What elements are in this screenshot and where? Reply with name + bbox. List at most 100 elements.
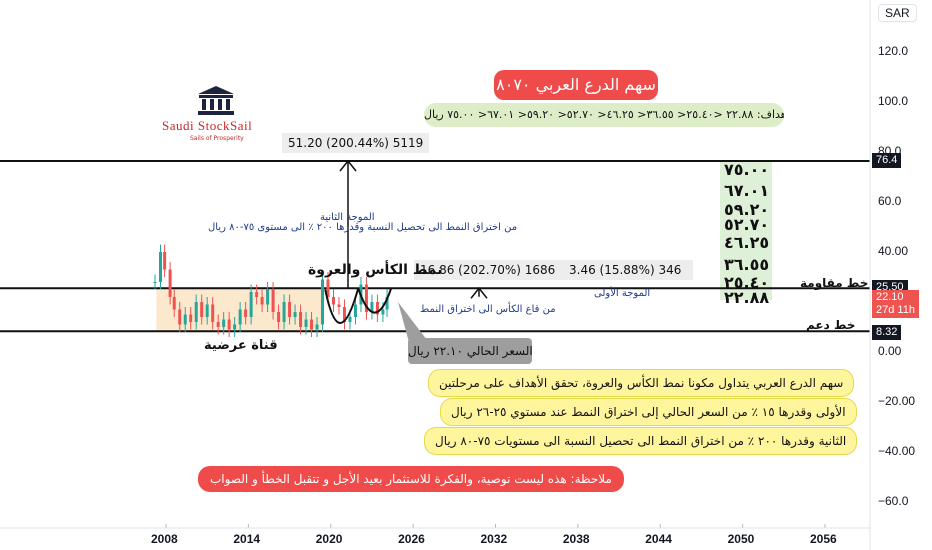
- tag-support: 8.32: [872, 325, 902, 340]
- bank-icon: [198, 86, 234, 115]
- tag-top-line: 76.4: [872, 153, 902, 168]
- x-tick-label: 2008: [151, 532, 178, 546]
- target-level: ٤٦.٢٥: [724, 233, 770, 252]
- candle-body: [326, 279, 330, 297]
- x-tick-label: 2032: [480, 532, 508, 546]
- wave2-text: من اختراق النمط الى تحصيل النسبة وقدرها …: [208, 222, 518, 233]
- candle-body: [315, 324, 319, 330]
- candle-body: [277, 312, 281, 322]
- wave1-text: من قاع الكأس الى اختراق النمط: [420, 304, 556, 315]
- candle-body: [172, 297, 176, 310]
- measure-top: 51.20 (200.44%) 5119: [282, 133, 430, 153]
- handle-curve: [357, 287, 393, 314]
- candle-body: [266, 289, 270, 305]
- candle-body: [249, 292, 253, 317]
- support-label: خط دعم: [806, 318, 856, 332]
- candle-body: [227, 319, 231, 330]
- target-level: ٢٥.٤٠: [724, 273, 770, 292]
- wave2-title: الموجة الثانية: [320, 212, 375, 223]
- disclaimer: ملاحظة: هذه ليست توصية، والفكرة للاستثما…: [198, 466, 624, 492]
- candle-body: [189, 314, 193, 322]
- y-tick-label: 40.00: [878, 244, 909, 258]
- title-badge: سهم الدرع العربي ٨٠٧٠: [494, 70, 658, 100]
- logo-tagline: Sails of Prosperity: [190, 135, 244, 142]
- candle-body: [299, 312, 303, 327]
- candle-body: [168, 269, 172, 297]
- y-tick-label: −60.0: [878, 494, 909, 508]
- candle-body: [233, 324, 237, 330]
- candle-body: [159, 252, 163, 282]
- target-level: ٥٩.٢٠: [724, 200, 770, 219]
- candle-body: [163, 252, 167, 270]
- candle-body: [178, 309, 182, 325]
- candle-body: [337, 304, 341, 307]
- candle-body: [304, 319, 308, 327]
- candle-body: [331, 297, 335, 305]
- targets-column-bg: [720, 160, 772, 300]
- candle-body: [348, 317, 352, 322]
- logo: Saudi StockSail Sails of Prosperity: [150, 78, 282, 150]
- y-tick-label: −40.00: [878, 444, 916, 458]
- x-tick-label: 2038: [562, 532, 590, 546]
- horizontal-levels: [0, 160, 870, 333]
- x-tick-label: 2050: [727, 532, 755, 546]
- candle-body: [238, 309, 242, 325]
- countdown-value: 27d 11h: [876, 304, 915, 316]
- target-level: ٥٢.٧٠: [724, 215, 770, 234]
- y-tick-label: 100.0: [878, 94, 909, 108]
- candle-body: [244, 309, 248, 317]
- x-tick-label: 2056: [810, 532, 837, 546]
- candle-body: [255, 292, 259, 297]
- candle-body: [353, 304, 357, 317]
- candle-body: [342, 307, 346, 322]
- x-tick-label: 2044: [645, 532, 672, 546]
- target-level: ٢٢.٨٨: [724, 288, 770, 307]
- targets-banner: أهداف: ٢٢.٨٨ <٢٥.٤٠< ٣٦.٥٥< ٤٦.٢٥< ٥٢.٧٠…: [424, 103, 784, 127]
- cup-and-handle-curve: [324, 287, 360, 324]
- x-tick-label: 2014: [233, 532, 261, 546]
- tag-current-price: 22.10 27d 11h: [872, 290, 919, 318]
- candle-body: [385, 296, 389, 310]
- x-axis: [165, 524, 826, 528]
- candle-body: [375, 302, 379, 315]
- candle-body: [370, 302, 374, 312]
- y-tick-label: 0.00: [878, 344, 902, 358]
- note-1: سهم الدرع العربي يتداول مكونا نمط الكأس …: [428, 369, 855, 397]
- candle-body: [183, 314, 187, 325]
- pattern-label: نمط الكأس والعروة: [308, 262, 443, 278]
- channel-label: قناة عرضية: [204, 338, 278, 353]
- measurement-arrows: [318, 159, 488, 299]
- y-tick-label: −20.00: [878, 394, 916, 408]
- candle-body: [153, 282, 157, 283]
- candle-body: [321, 279, 325, 325]
- candle-body: [364, 284, 368, 312]
- measure-mid: 16.86 (202.70%) 1686: [414, 260, 570, 280]
- currency-label[interactable]: SAR: [878, 4, 917, 22]
- candle-body: [282, 302, 286, 322]
- target-level: ٧٥.٠٠: [724, 160, 770, 179]
- candle-body: [205, 304, 209, 317]
- x-tick-label: 2026: [398, 532, 425, 546]
- candle-body: [310, 319, 314, 330]
- candle-body: [222, 319, 226, 327]
- candle-body: [216, 322, 220, 327]
- logo-name: Saudi StockSail: [162, 118, 253, 133]
- y-tick-label: 60.0: [878, 194, 902, 208]
- current-price-callout: السعر الحالي ٢٢.١٠ ريال: [408, 338, 533, 364]
- y-tick-label: 120.0: [878, 44, 909, 58]
- resistance-label: خط مقاومة: [800, 276, 869, 290]
- measure-small: 3.46 (15.88%) 346: [563, 260, 694, 280]
- note-2: الأولى وقدرها ١٥ ٪ من السعر الحالي إلى ا…: [440, 398, 857, 426]
- candle-body: [200, 302, 204, 317]
- target-level: ٦٧.٠١: [724, 181, 770, 200]
- callout-pointer: [398, 302, 430, 346]
- target-level: ٣٦.٥٥: [724, 255, 770, 274]
- current-price-value: 22.10: [876, 291, 904, 303]
- candle-body: [194, 302, 198, 322]
- candle-body: [271, 289, 275, 312]
- candle-body: [288, 302, 292, 317]
- candle-body: [381, 309, 385, 315]
- arrow-wave1-head: [470, 287, 488, 299]
- x-tick-label: 2020: [315, 532, 343, 546]
